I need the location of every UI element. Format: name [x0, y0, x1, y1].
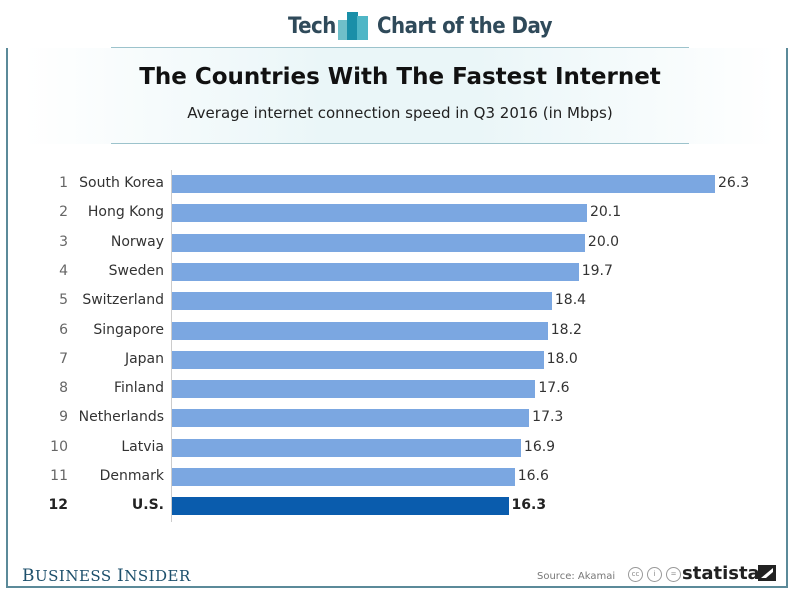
- bar: [172, 350, 544, 369]
- category-label: Finland: [113, 380, 164, 397]
- value-label: 18.0: [546, 350, 578, 367]
- rank-label: 4: [59, 262, 68, 279]
- bar-row: 7 Japan 18.0: [0, 349, 800, 371]
- header-divider: [111, 47, 689, 48]
- category-label: South Korea: [79, 175, 164, 191]
- title-divider: [111, 143, 689, 144]
- bar: [172, 233, 585, 252]
- rank-label: 2: [59, 204, 68, 221]
- title-band: [24, 48, 776, 144]
- bar: [172, 292, 552, 311]
- bar: [172, 175, 715, 193]
- value-label: 16.3: [511, 497, 547, 514]
- header-chart-of-the-day: Chart of the Day: [377, 14, 553, 39]
- category-label: Hong Kong: [87, 204, 164, 221]
- attribution-icon[interactable]: i: [647, 567, 662, 582]
- category-label: Norway: [110, 233, 164, 250]
- bar-row: 9 Netherlands 17.3: [0, 407, 800, 429]
- bar: [172, 438, 521, 457]
- value-label: 17.6: [538, 380, 570, 397]
- chart-subtitle: Average internet connection speed in Q3 …: [187, 104, 613, 122]
- bar-row: 2 Hong Kong 20.1: [0, 202, 800, 224]
- value-label: 19.7: [581, 262, 613, 279]
- category-label: Latvia: [121, 438, 164, 455]
- bar: [172, 204, 587, 223]
- source-label: Source: Akamai: [537, 571, 616, 582]
- logo-text: NSIDER: [124, 567, 191, 585]
- chart-title: The Countries With The Fastest Internet: [139, 64, 661, 90]
- value-label: 18.4: [554, 292, 587, 309]
- category-axis: [171, 170, 172, 522]
- logo-text: USINESS: [35, 567, 117, 585]
- rank-label: 6: [59, 321, 68, 338]
- category-label: Japan: [124, 350, 164, 367]
- bar: [172, 409, 530, 428]
- bar: [172, 497, 509, 516]
- category-label: Switzerland: [82, 292, 164, 309]
- no-derivatives-icon[interactable]: =: [666, 567, 681, 582]
- bar: [172, 262, 579, 281]
- statista-logo-icon: [758, 565, 776, 581]
- bar: [172, 321, 548, 340]
- value-label: 16.6: [517, 468, 549, 484]
- top-bar: [0, 0, 800, 48]
- rank-label: 1: [59, 175, 68, 191]
- bar-row: 3 Norway 20.0: [0, 232, 800, 254]
- bar-row: 10 Latvia 16.9: [0, 437, 800, 459]
- rank-label: 10: [50, 438, 68, 455]
- cc-icon[interactable]: cc: [628, 567, 643, 582]
- rank-label: 3: [59, 233, 68, 250]
- category-label: Singapore: [93, 321, 164, 338]
- header-tech: Tech: [288, 14, 336, 39]
- bar-row: 12 U.S. 16.3: [0, 495, 800, 517]
- bar: [172, 468, 515, 486]
- chart-of-the-day-logo-icon: [338, 12, 368, 40]
- category-label: Denmark: [99, 468, 164, 484]
- bar-row: 4 Sweden 19.7: [0, 261, 800, 283]
- bar-row: 11 Denmark 16.6: [0, 466, 800, 488]
- value-label: 20.1: [589, 204, 622, 221]
- logo-letter: I: [116, 566, 125, 586]
- rank-label: 9: [59, 409, 68, 426]
- category-label: U.S.: [131, 497, 164, 514]
- business-insider-logo: BUSINESS INSIDER: [22, 566, 191, 586]
- rank-label: 8: [59, 380, 68, 397]
- bar: [172, 380, 536, 399]
- category-label: Netherlands: [78, 409, 164, 426]
- value-label: 16.9: [523, 438, 556, 455]
- value-label: 18.2: [550, 321, 582, 338]
- bar-row: 8 Finland 17.6: [0, 378, 800, 400]
- category-label: Sweden: [108, 262, 164, 279]
- rank-label: 5: [59, 292, 68, 309]
- rank-label: 7: [59, 350, 68, 367]
- logo-letter: B: [22, 566, 35, 586]
- bar-row: 1 South Korea 26.3: [0, 173, 800, 195]
- value-label: 26.3: [718, 175, 750, 191]
- statista-logo[interactable]: statista: [682, 563, 760, 584]
- rank-label: 11: [50, 468, 68, 484]
- bar-row: 6 Singapore 18.2: [0, 320, 800, 342]
- bar-row: 5 Switzerland 18.4: [0, 290, 800, 312]
- value-label: 17.3: [532, 409, 564, 426]
- value-label: 20.0: [587, 233, 620, 250]
- rank-label: 12: [48, 497, 68, 514]
